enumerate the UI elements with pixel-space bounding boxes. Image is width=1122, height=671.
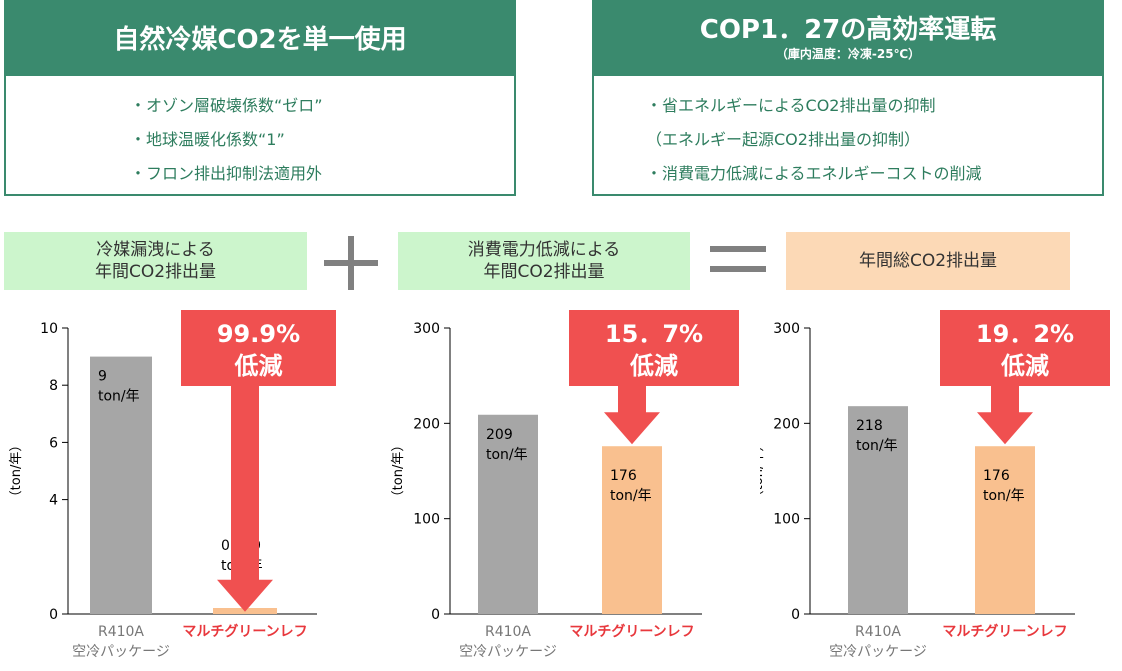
y-tick-label: 6 [49, 435, 58, 451]
reduction-percent: 19．2% [976, 320, 1074, 348]
chart-total: 0 100 200 300 （ton/年） 218 ton/年 176 ton/年 R410A 空冷… [760, 310, 1110, 660]
y-tick-label: 300 [413, 321, 440, 337]
term-line: 年間総CO2排出量 [858, 251, 998, 271]
y-tick-label: 4 [49, 493, 58, 509]
term-line: 冷媒漏洩による [96, 240, 215, 260]
bar-r410a [478, 414, 538, 614]
feature-item: ・地球温暖化係数“1” [130, 130, 285, 149]
chart-refrigerant-leak: 046810（ton/年）9ton/年0.009ton/年R410A空冷パッケー… [9, 310, 336, 660]
category-label-brand: マルチグリーンレフ [182, 623, 307, 640]
term-total: 年間総CO2排出量 [786, 232, 1070, 290]
data-label-value: 9 [98, 369, 107, 385]
category-label: 空冷パッケージ [459, 644, 557, 660]
reduction-label: 低減 [1000, 352, 1049, 380]
efficiency-title: COP1．27の高効率運転 [699, 15, 997, 45]
term-refrigerant-leak: 冷媒漏洩による 年間CO2排出量 [4, 232, 307, 290]
term-line: 年間CO2排出量 [94, 262, 217, 282]
y-tick-label: 100 [773, 512, 800, 528]
category-label: R410A [485, 624, 531, 640]
category-label-brand: マルチグリーンレフ [569, 623, 694, 640]
reduction-callout [181, 310, 336, 386]
feature-title-refrigerant: 自然冷媒CO2を単一使用 [6, 2, 514, 76]
y-tick-label: 8 [49, 378, 58, 394]
feature-title-efficiency: COP1．27の高効率運転 （庫内温度：冷凍-25℃） [594, 2, 1102, 76]
category-label: R410A [98, 624, 144, 640]
data-label-value: 218 [856, 418, 883, 434]
data-label-unit: ton/年 [856, 438, 898, 454]
feature-item: ・フロン排出抑制法適用外 [130, 164, 323, 183]
reduction-arrow [977, 386, 1033, 445]
y-tick-label: 0 [791, 607, 800, 623]
efficiency-subtitle: （庫内温度：冷凍-25℃） [775, 47, 921, 61]
feature-item: ・消費電力低減によるエネルギーコストの削減 [646, 164, 982, 183]
y-tick-label: 200 [413, 416, 440, 432]
equals-icon [710, 244, 766, 274]
reduction-percent: 99.9% [217, 320, 300, 348]
y-axis-label: （ton/年） [9, 439, 24, 504]
data-label-unit: ton/年 [983, 488, 1025, 504]
category-label: R410A [855, 624, 901, 640]
y-tick-label: 100 [413, 512, 440, 528]
reduction-arrow [604, 386, 660, 445]
reduction-label: 低減 [629, 352, 678, 380]
reduction-percent: 15．7% [605, 320, 703, 348]
data-label-unit: ton/年 [486, 447, 528, 463]
bar-multi-green-ref [602, 446, 662, 614]
data-label-value: 209 [486, 427, 513, 443]
data-label-unit: ton/年 [98, 389, 140, 405]
feature-item: ・オゾン層破壊係数“ゼロ” [130, 96, 323, 115]
y-tick-label: 10 [40, 321, 58, 337]
category-label: 空冷パッケージ [829, 644, 927, 660]
y-axis-label: （ton/年） [391, 439, 406, 504]
bar-r410a [90, 356, 152, 614]
plus-icon [324, 236, 378, 290]
chart-power-reduction: 0 100 200 300 （ton/年） 209 ton/年 176 ton/年 R410A 空冷… [391, 310, 739, 660]
feature-box-refrigerant: 自然冷媒CO2を単一使用 ・オゾン層破壊係数“ゼロ” ・地球温暖化係数“1” ・… [4, 0, 516, 196]
bar-r410a [848, 406, 908, 614]
category-label: 空冷パッケージ [72, 644, 170, 660]
feature-box-efficiency: COP1．27の高効率運転 （庫内温度：冷凍-25℃） ・省エネルギーによるCO… [592, 0, 1104, 196]
y-tick-label: 0 [431, 607, 440, 623]
data-label-value: 176 [983, 468, 1010, 484]
reduction-label: 低減 [234, 352, 283, 380]
bar-multi-green-ref [975, 446, 1035, 614]
reduction-callout [569, 310, 739, 386]
y-axis-label: （ton/年） [760, 439, 766, 504]
y-tick-label: 200 [773, 416, 800, 432]
feature-item: （エネルギー起源CO2排出量の抑制） [646, 130, 920, 149]
feature-item: ・省エネルギーによるCO2排出量の抑制 [646, 96, 936, 115]
data-label-value: 176 [610, 468, 637, 484]
data-label-unit: ton/年 [610, 488, 652, 504]
reduction-callout [940, 310, 1110, 386]
y-tick-label: 300 [773, 321, 800, 337]
reduction-arrow [217, 386, 273, 612]
term-line: 消費電力低減による [467, 240, 621, 260]
y-tick-label: 0 [49, 607, 58, 623]
term-line: 年間CO2排出量 [483, 262, 605, 282]
category-label-brand: マルチグリーンレフ [942, 623, 1067, 640]
term-power-reduction: 消費電力低減による 年間CO2排出量 [398, 232, 690, 290]
